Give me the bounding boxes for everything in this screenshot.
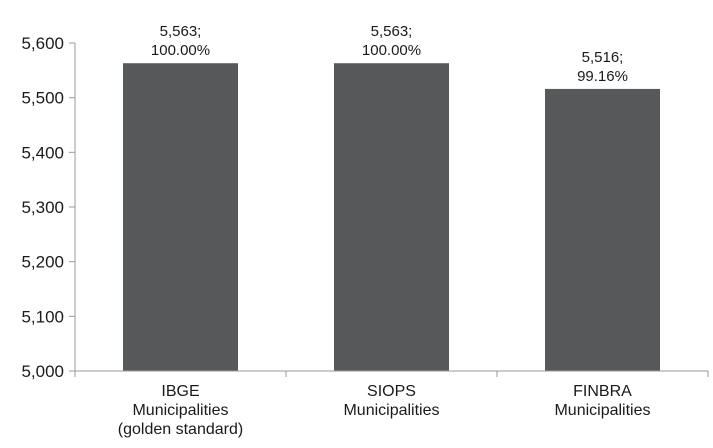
data-labels: 5,563; 100.00% 5,563; 100.00% 5,516; 99.16%	[151, 23, 628, 85]
x-tick-label: FINBRA Municipalities	[554, 383, 650, 419]
y-tick-label: 5,500	[21, 89, 64, 108]
y-tick-label: 5,000	[21, 362, 64, 381]
y-tick-label: 5,600	[21, 34, 64, 53]
data-label: 5,563; 100.00%	[151, 23, 210, 59]
bars	[123, 63, 660, 372]
bar	[334, 63, 449, 372]
x-tick-label: SIOPS Municipalities	[343, 383, 439, 419]
x-tick-label: IBGE Municipalities (golden standard)	[118, 383, 243, 438]
bar	[545, 88, 660, 372]
data-label: 5,516; 99.16%	[577, 49, 628, 85]
y-tick-label: 5,100	[21, 307, 64, 326]
y-tick-label: 5,300	[21, 198, 64, 217]
bar	[123, 63, 238, 372]
y-tick-label: 5,200	[21, 253, 64, 272]
y-tick-label: 5,400	[21, 143, 64, 162]
data-label: 5,563; 100.00%	[362, 23, 421, 59]
y-axis-ticks: 5,000 5,100 5,200 5,300 5,400 5,500 5,600	[21, 34, 76, 381]
x-axis: IBGE Municipalities (golden standard) SIOPS…	[74, 370, 709, 438]
